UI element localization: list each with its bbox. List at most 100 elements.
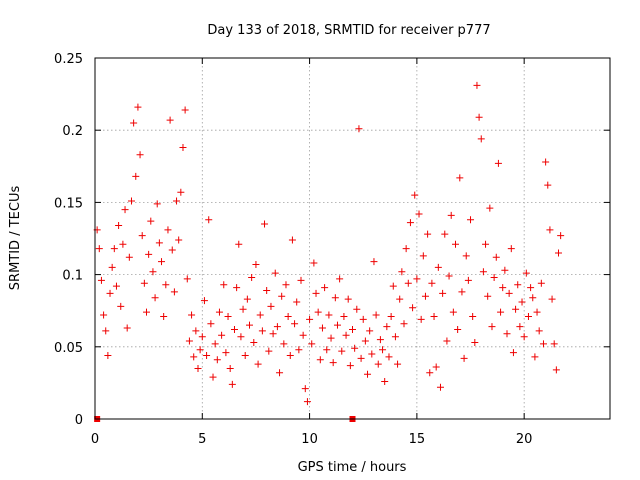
data-point <box>400 320 408 328</box>
data-point <box>143 308 150 316</box>
data-point <box>278 292 286 300</box>
data-point <box>516 323 524 331</box>
y-tick-label: 0.2 <box>62 124 83 139</box>
data-point <box>145 250 153 258</box>
x-tick-label: 15 <box>409 432 426 447</box>
data-point <box>250 338 258 346</box>
y-tick-label: 0.25 <box>54 52 83 67</box>
data-point <box>417 315 425 323</box>
x-axis-ticks: 0 5 10 15 20 <box>91 58 533 447</box>
data-points <box>93 81 565 406</box>
data-point <box>509 349 517 357</box>
data-point <box>385 353 393 361</box>
data-point <box>488 323 496 331</box>
data-point <box>364 370 372 378</box>
data-point <box>325 311 333 319</box>
data-point <box>241 351 249 359</box>
data-point <box>391 333 399 341</box>
data-point <box>342 331 350 339</box>
data-point <box>533 308 541 316</box>
data-point <box>409 304 417 312</box>
data-point <box>160 312 168 320</box>
data-point <box>497 308 505 316</box>
data-point <box>482 240 490 248</box>
data-point <box>316 356 324 364</box>
data-point <box>273 323 281 331</box>
data-point <box>351 344 359 352</box>
data-point <box>527 284 535 292</box>
data-point <box>293 298 301 306</box>
data-point <box>192 327 200 335</box>
data-point <box>329 359 337 367</box>
data-point <box>460 354 468 362</box>
data-point <box>544 181 552 189</box>
data-point <box>200 297 208 305</box>
plot-frame <box>94 57 611 420</box>
data-point <box>297 276 305 284</box>
data-point <box>308 340 316 348</box>
data-point <box>207 320 215 328</box>
data-point <box>355 125 363 133</box>
data-point <box>349 325 356 333</box>
data-point <box>550 340 558 348</box>
data-point <box>359 315 367 323</box>
data-point <box>211 340 219 348</box>
data-point <box>548 295 556 303</box>
data-point <box>439 289 447 297</box>
data-point <box>331 294 339 302</box>
data-point <box>314 308 322 316</box>
data-point <box>413 275 421 283</box>
data-point <box>411 191 419 199</box>
data-point <box>323 346 331 354</box>
data-point <box>477 135 485 143</box>
data-point <box>443 337 451 345</box>
data-point <box>372 311 380 319</box>
data-point <box>421 292 429 300</box>
data-point <box>374 360 382 368</box>
y-tick-label: 0.05 <box>54 341 83 356</box>
data-point <box>151 294 159 302</box>
data-point <box>512 305 520 313</box>
data-point <box>338 347 346 355</box>
x-tick-label: 0 <box>91 432 99 447</box>
data-point <box>464 276 472 284</box>
data-point <box>258 327 266 335</box>
data-point <box>213 356 221 364</box>
data-point <box>252 260 260 268</box>
data-point <box>389 282 397 290</box>
data-point <box>261 220 269 228</box>
data-point <box>555 249 562 257</box>
data-point <box>432 363 440 371</box>
data-point <box>454 325 462 333</box>
data-point <box>181 106 189 114</box>
data-point <box>295 346 303 354</box>
data-point <box>321 284 329 292</box>
data-point <box>458 288 466 296</box>
data-point <box>194 364 202 372</box>
data-point <box>220 281 228 289</box>
data-point <box>205 216 213 224</box>
data-point <box>102 327 110 335</box>
data-point <box>394 360 402 368</box>
data-point <box>366 327 374 335</box>
data-point <box>95 245 103 253</box>
data-point <box>434 263 442 271</box>
data-point <box>452 240 459 248</box>
data-point <box>499 284 507 292</box>
data-point <box>269 330 277 338</box>
data-point <box>318 324 326 332</box>
data-point <box>368 350 376 358</box>
data-point <box>112 282 120 290</box>
data-point <box>424 230 432 238</box>
data-point <box>486 204 494 212</box>
data-point <box>265 347 273 355</box>
x-tick-label: 20 <box>516 432 533 447</box>
data-point <box>226 364 234 372</box>
data-point <box>552 366 560 374</box>
data-point <box>303 398 311 406</box>
data-point <box>100 311 108 319</box>
y-axis-label: SRMTID / TECUs <box>8 186 23 291</box>
data-point <box>130 119 138 127</box>
data-point <box>106 289 114 297</box>
